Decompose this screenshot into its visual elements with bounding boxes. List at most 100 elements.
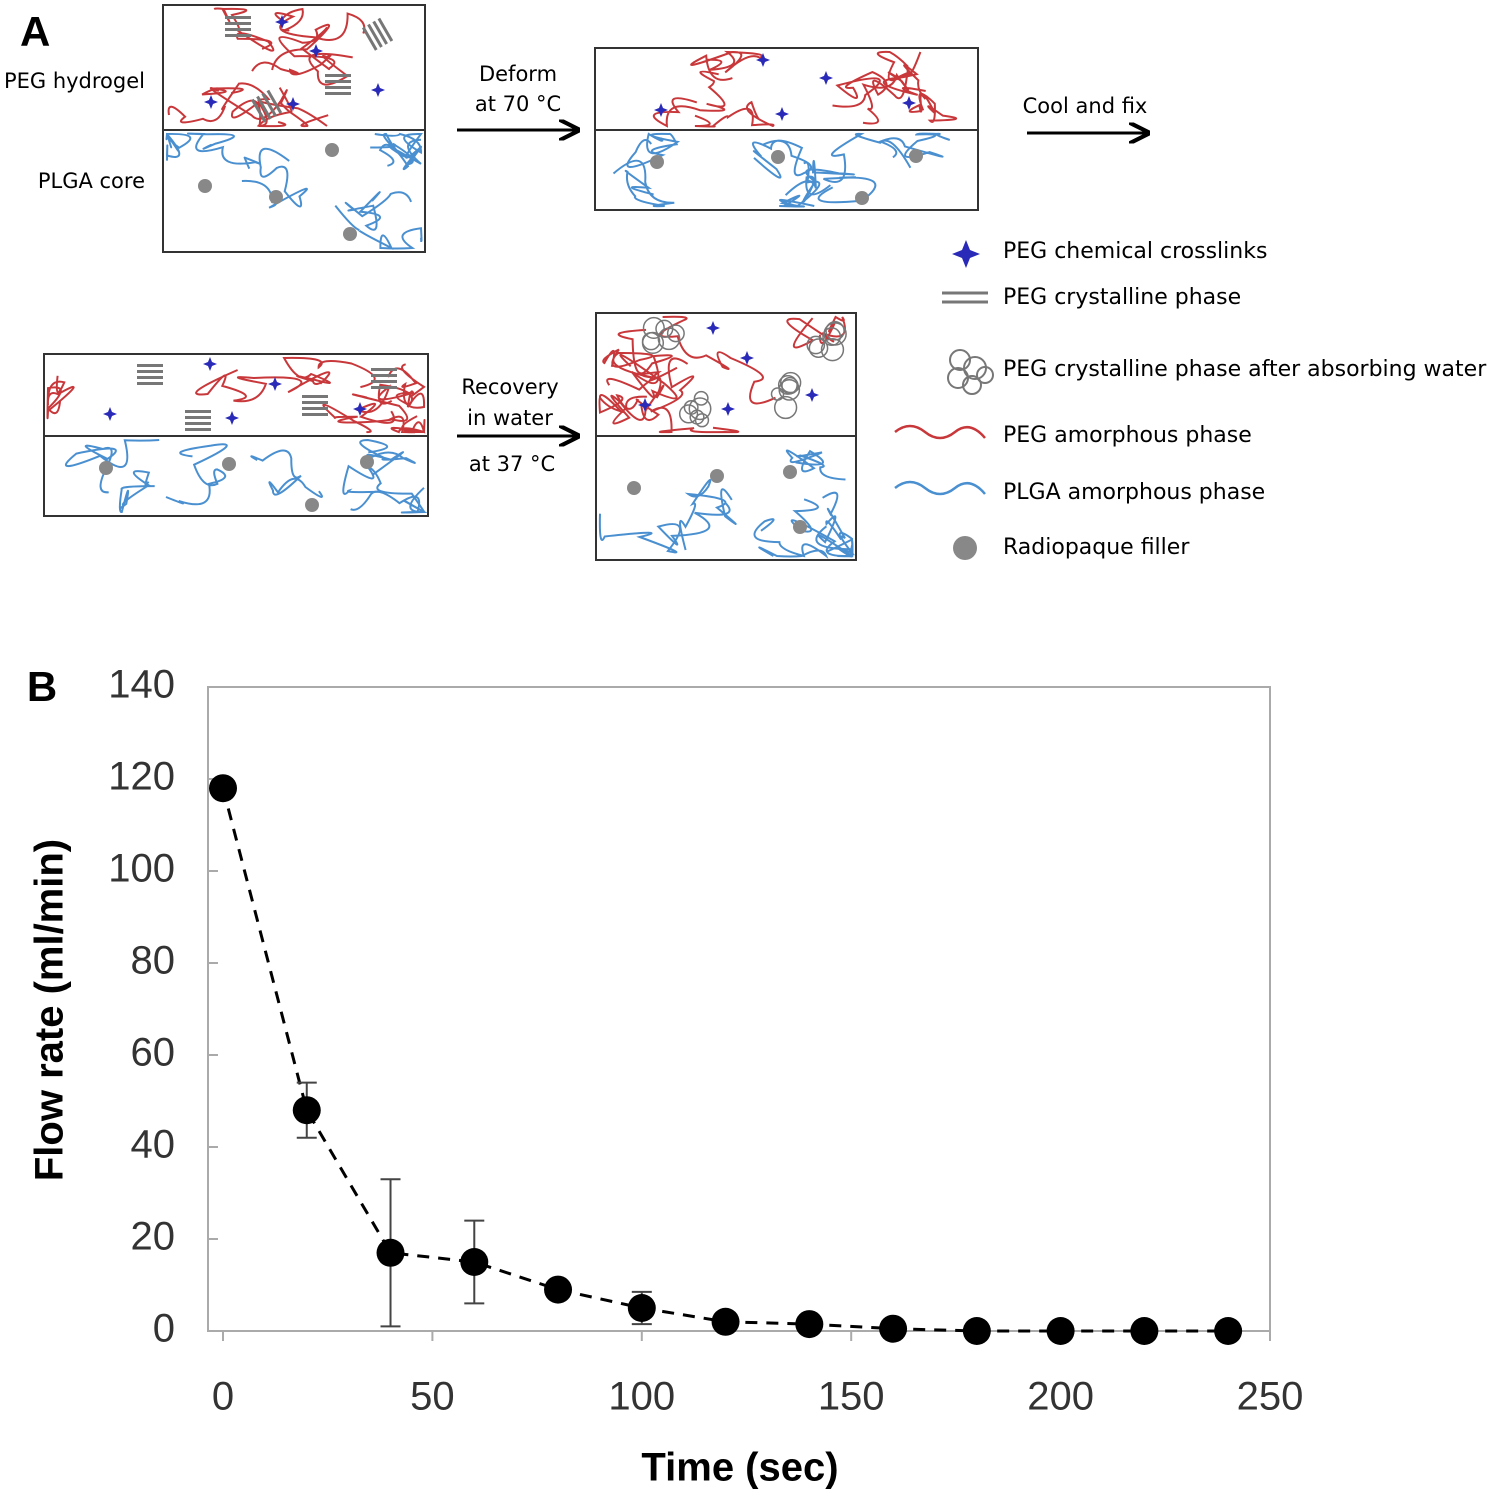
swollen-crystal bbox=[777, 374, 798, 395]
data-point bbox=[209, 774, 237, 803]
legend-label: PEG crystalline phase bbox=[1003, 285, 1241, 310]
crosslink bbox=[103, 407, 117, 421]
legend-icon bbox=[947, 349, 994, 395]
polymer-chain bbox=[690, 50, 764, 81]
legend-label: PEG amorphous phase bbox=[1003, 423, 1252, 448]
crosslink bbox=[775, 107, 789, 121]
crosslink bbox=[756, 53, 770, 67]
swollen-crystal bbox=[780, 371, 802, 394]
legend-label: PEG chemical crosslinks bbox=[1003, 239, 1267, 264]
crosslink bbox=[805, 388, 819, 402]
y-tick-label: 100 bbox=[108, 847, 175, 891]
crystal-bar bbox=[361, 26, 378, 51]
polymer-chain bbox=[350, 487, 428, 514]
crystal-bar bbox=[137, 364, 163, 367]
legend-icon bbox=[894, 480, 986, 496]
filler bbox=[783, 465, 797, 479]
filler bbox=[360, 455, 374, 469]
polymer-chain bbox=[251, 52, 353, 86]
crosslink bbox=[740, 351, 754, 365]
filler bbox=[99, 461, 113, 475]
x-tick-label: 200 bbox=[1027, 1375, 1094, 1419]
swollen-crystal bbox=[642, 316, 665, 340]
crosslink bbox=[371, 83, 385, 97]
swollen-crystal bbox=[641, 331, 661, 351]
crystal bbox=[185, 410, 211, 431]
swollen-crystal bbox=[688, 397, 712, 421]
crystal-bar bbox=[377, 17, 394, 42]
swollen-crystal bbox=[666, 324, 685, 343]
swollen-crystal bbox=[825, 321, 845, 341]
crystal-bar bbox=[371, 380, 397, 383]
crosslink bbox=[638, 398, 652, 412]
crystal-bar bbox=[302, 407, 328, 410]
crosslink bbox=[275, 15, 289, 29]
polymer-chain bbox=[598, 502, 731, 554]
swollen-crystal bbox=[693, 390, 709, 406]
polymer-chain bbox=[598, 394, 660, 422]
filler bbox=[793, 520, 807, 534]
polymer-chain bbox=[271, 23, 336, 71]
crystal-bar bbox=[371, 386, 397, 389]
crystal-bar bbox=[302, 401, 328, 404]
legend-label: Radiopaque filler bbox=[1003, 535, 1190, 560]
polymer-chain bbox=[861, 71, 926, 125]
error-cap bbox=[631, 1290, 652, 1326]
polymer-chain bbox=[790, 498, 854, 558]
y-tick-label: 20 bbox=[131, 1215, 176, 1259]
crosslink bbox=[204, 95, 218, 109]
legend-label: PEG crystalline phase after absorbing wa… bbox=[1003, 357, 1487, 382]
crystal-bar bbox=[302, 395, 328, 398]
data-point bbox=[879, 1314, 908, 1343]
crystal bbox=[371, 368, 397, 389]
crystal-bar bbox=[261, 92, 277, 117]
data-point bbox=[711, 1307, 740, 1336]
crystal bbox=[137, 364, 163, 385]
crystal-bar bbox=[225, 22, 251, 25]
polymer-chain bbox=[359, 438, 416, 476]
legend-icon bbox=[953, 536, 977, 560]
swollen-crystal bbox=[678, 404, 699, 424]
polymer-chain bbox=[370, 132, 423, 166]
polymer-chain bbox=[650, 357, 740, 434]
crystal bbox=[361, 17, 394, 51]
crystal bbox=[325, 74, 351, 95]
error-cap bbox=[464, 1219, 485, 1305]
data-point bbox=[795, 1310, 824, 1339]
polymer-chain bbox=[322, 393, 409, 434]
crystal bbox=[250, 89, 283, 123]
crystal-bar bbox=[137, 376, 163, 379]
crystal-bar bbox=[137, 370, 163, 373]
y-tick-label: 140 bbox=[108, 663, 175, 707]
crystal-bar bbox=[302, 413, 328, 416]
polymer-chain bbox=[165, 443, 228, 506]
crosslink bbox=[309, 44, 323, 58]
arrow-label: Cool and fix bbox=[1023, 94, 1148, 118]
polymer-chain bbox=[822, 491, 856, 558]
diagram: A PEG hydrogel PLGA core Deform at 70 °C… bbox=[4, 4, 1487, 561]
crystal bbox=[302, 395, 328, 416]
crosslink bbox=[819, 71, 833, 85]
crystal-bar bbox=[225, 34, 251, 37]
polymer-chain bbox=[355, 383, 414, 424]
x-tick-label: 0 bbox=[212, 1375, 234, 1419]
polymer-chain bbox=[753, 518, 829, 559]
arrow-label: at 37 °C bbox=[469, 452, 555, 476]
filler bbox=[343, 227, 357, 241]
legend-label: PLGA amorphous phase bbox=[1003, 480, 1265, 505]
crosslink bbox=[268, 377, 282, 391]
label: PLGA core bbox=[38, 169, 145, 193]
arrow-label: at 70 °C bbox=[475, 92, 561, 116]
polymer-chain bbox=[344, 191, 413, 231]
label: PEG hydrogel bbox=[4, 69, 145, 93]
crosslink bbox=[286, 97, 300, 111]
polymer-chain bbox=[388, 415, 426, 434]
data-point bbox=[1046, 1317, 1075, 1345]
crystal-bar bbox=[250, 98, 267, 123]
filler bbox=[627, 481, 641, 495]
filler bbox=[198, 179, 212, 193]
crystal-bar bbox=[325, 92, 351, 95]
polymer-chain bbox=[617, 328, 678, 400]
polymer-chain bbox=[387, 363, 426, 409]
